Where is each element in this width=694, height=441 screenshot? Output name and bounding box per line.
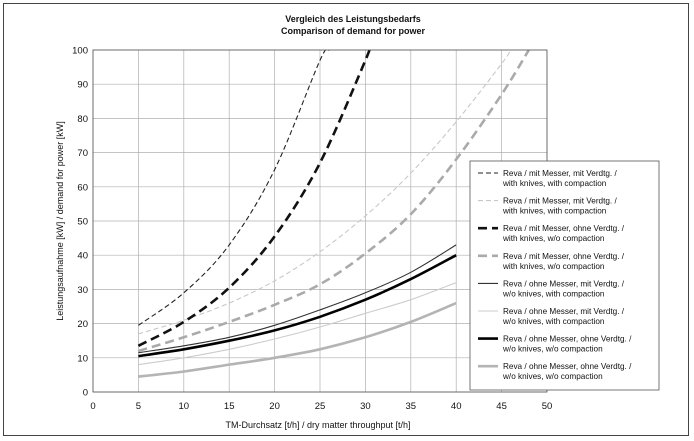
series-line-1: [138, 50, 330, 326]
y-tick-label: 50: [77, 217, 88, 228]
y-tick-label: 0: [83, 388, 88, 399]
y-tick-label: 60: [77, 182, 88, 193]
x-tick-label: 20: [269, 401, 280, 412]
series-line-3: [137, 50, 371, 347]
series-line-2: [138, 50, 512, 335]
legend-label-2-line2: with knives, with compaction: [502, 207, 607, 216]
legend-label-2: Reva / mit Messer, mit Verdtg. /: [503, 197, 617, 206]
legend-label-1: Reva / mit Messer, mit Verdtg. /: [503, 169, 617, 178]
legend-label-5-line2: w/o knives, with compaction: [502, 289, 605, 298]
legend-box: [469, 160, 660, 391]
y-tick-label: 30: [77, 285, 88, 296]
series-line-4: [138, 50, 530, 353]
chart-title: Vergleich des Leistungsbedarfs: [285, 14, 421, 24]
legend-label-5: Reva / ohne Messer, mit Verdtg. /: [503, 279, 625, 288]
x-axis-label: TM-Durchsatz [t/h] / dry matter throughp…: [225, 420, 410, 430]
legend-label-8: Reva / ohne Messer, ohne Verdtg. /: [503, 362, 632, 371]
x-tick-label: 35: [406, 401, 417, 412]
x-tick-label: 45: [496, 401, 507, 412]
legend-label-6-line2: w/o knives, with compaction: [502, 317, 605, 326]
chart-frame: [3, 3, 689, 436]
y-tick-label: 40: [77, 251, 88, 262]
series-line-7: [138, 254, 457, 358]
series-line-5: [138, 244, 457, 354]
y-axis-label: Leistungsaufnahme [kW] / demand for powe…: [55, 121, 65, 321]
legend-label-4-line2: with knives, w/o compaction: [502, 262, 605, 271]
x-tick-label: 10: [179, 401, 190, 412]
chart-subtitle: Comparison of demand for power: [281, 26, 426, 36]
x-tick-label: 40: [451, 401, 462, 412]
y-tick-label: 10: [77, 353, 88, 364]
y-tick-label: 100: [72, 46, 88, 57]
y-tick-label: 80: [77, 114, 88, 125]
x-tick-label: 25: [315, 401, 326, 412]
legend-label-3: Reva / mit Messer, ohne Verdtg. /: [503, 224, 625, 233]
tick-labels: 0 5 10 15 20 25 30 35 40 45 50 0 10 20 30 40 50 60 70 80 90 1…: [72, 46, 552, 413]
series-lines: [137, 50, 530, 378]
legend-label-4: Reva / mit Messer, ohne Verdtg. /: [503, 252, 625, 261]
y-tick-label: 90: [77, 80, 88, 91]
y-tick-label: 20: [77, 319, 88, 330]
y-tick-label: 70: [77, 148, 88, 159]
legend-label-7: Reva / ohne Messer, ohne Verdtg. /: [503, 335, 632, 344]
legend-label-7-line2: w/o knives, w/o compaction: [502, 345, 603, 354]
x-tick-label: 15: [224, 401, 235, 412]
legend-label-8-line2: w/o knives, w/o compaction: [502, 372, 603, 381]
legend-label-6: Reva / ohne Messer, mit Verdtg. /: [503, 307, 625, 316]
series-line-6: [138, 282, 457, 366]
legend-label-3-line2: with knives, w/o compaction: [502, 234, 605, 243]
x-tick-label: 50: [542, 401, 553, 412]
series-line-8: [138, 301, 457, 378]
legend: Reva / mit Messer, mit Verdtg. /with kni…: [469, 160, 660, 391]
x-tick-label: 30: [360, 401, 371, 412]
x-tick-label: 0: [90, 401, 95, 412]
x-tick-label: 5: [136, 401, 141, 412]
legend-label-1-line2: with knives, with compaction: [502, 179, 607, 188]
